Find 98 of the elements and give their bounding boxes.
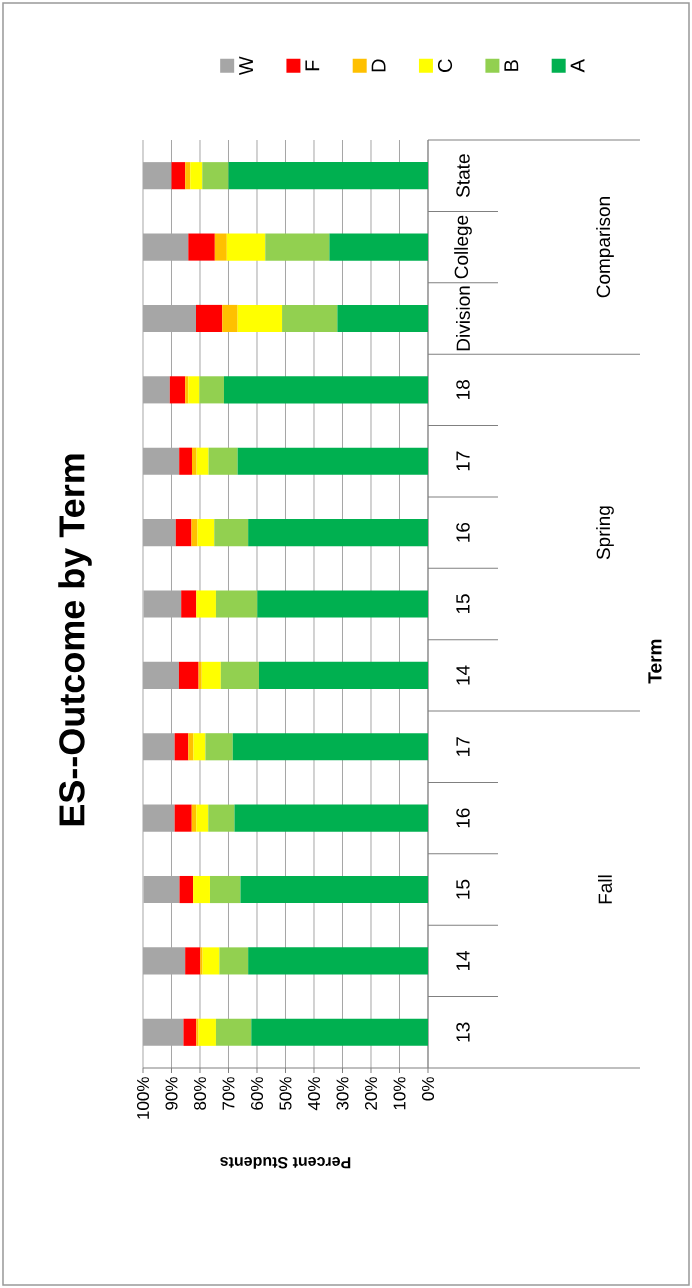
bar xyxy=(169,376,186,404)
bar xyxy=(219,947,249,975)
y-tick-label: 14 xyxy=(456,665,470,685)
bar xyxy=(192,447,197,475)
bar xyxy=(214,519,249,547)
bar xyxy=(201,661,221,689)
y-tick-label: 13 xyxy=(456,1022,470,1042)
x-tick-label: 10% xyxy=(393,1077,406,1110)
y-tick-label: Division xyxy=(456,286,470,351)
bar xyxy=(234,804,428,832)
bar xyxy=(248,947,428,975)
bar xyxy=(240,875,428,904)
x-tick-label: 50% xyxy=(279,1077,292,1110)
bar xyxy=(258,661,428,689)
x-tick-label: 70% xyxy=(222,1077,235,1110)
bar xyxy=(174,804,192,832)
bar xyxy=(174,733,189,761)
bar xyxy=(171,162,186,190)
bar xyxy=(214,233,227,261)
bar xyxy=(185,947,201,975)
bar xyxy=(237,304,283,333)
bar xyxy=(178,661,199,689)
x-tick-label: 40% xyxy=(307,1077,321,1111)
bar xyxy=(251,1018,428,1046)
y-tick-label: 17 xyxy=(456,737,470,756)
text: Term xyxy=(648,639,662,684)
text: Comparison xyxy=(596,197,614,298)
bar xyxy=(232,733,428,761)
bar xyxy=(337,304,428,333)
legend-label: W xyxy=(239,56,253,76)
bar xyxy=(198,1018,216,1046)
y-tick-label: 16 xyxy=(456,808,470,828)
bar xyxy=(196,1018,199,1046)
bar xyxy=(208,447,238,475)
bar xyxy=(183,1018,197,1046)
y-tick-label: 17 xyxy=(456,451,470,471)
bar xyxy=(196,447,209,475)
bar xyxy=(228,162,428,190)
bar xyxy=(248,519,428,547)
legend-label: D xyxy=(371,59,386,72)
bar xyxy=(188,233,215,261)
x-tick-label: 80% xyxy=(193,1077,207,1110)
bar xyxy=(222,304,238,333)
bar xyxy=(209,875,241,904)
x-tick-label: 20% xyxy=(364,1077,378,1110)
x-axis-title: Percent Students xyxy=(220,1157,351,1169)
bar xyxy=(190,162,203,190)
bar xyxy=(226,233,266,261)
bar xyxy=(193,875,210,904)
bar xyxy=(237,447,428,475)
bar xyxy=(265,233,330,261)
bar xyxy=(196,804,209,832)
y-tick-label: 15 xyxy=(456,594,470,614)
x-tick-label: 90% xyxy=(165,1077,178,1110)
bar xyxy=(202,947,220,975)
text: Fall xyxy=(598,875,612,904)
bar xyxy=(223,376,428,404)
bar xyxy=(329,233,428,261)
bar xyxy=(196,590,216,618)
bar xyxy=(220,661,259,689)
legend-label: F xyxy=(305,60,320,71)
bar xyxy=(179,447,193,475)
legend-label: C xyxy=(437,59,453,72)
y-tick-label: 18 xyxy=(456,380,470,399)
legend-label: B xyxy=(504,60,519,71)
bar xyxy=(205,733,233,761)
bar xyxy=(188,376,200,404)
y-tick-label: 14 xyxy=(456,950,470,971)
x-tick-label: 30% xyxy=(336,1077,349,1110)
bar xyxy=(181,590,197,618)
x-tick-label: 0% xyxy=(421,1077,435,1101)
bar xyxy=(185,376,189,404)
y-tick-label: 15 xyxy=(456,879,470,899)
bar xyxy=(198,661,202,689)
bar xyxy=(188,733,194,761)
bar xyxy=(208,804,235,832)
bar xyxy=(179,875,194,904)
bar xyxy=(175,519,192,547)
y-tick-label: State xyxy=(456,154,470,198)
bar xyxy=(185,162,191,190)
bar xyxy=(199,376,224,404)
bar xyxy=(200,947,203,975)
bar xyxy=(196,304,223,333)
bar xyxy=(215,1018,252,1046)
bar xyxy=(191,519,198,547)
text: Spring xyxy=(596,506,614,560)
legend-label: A xyxy=(570,59,585,73)
bar xyxy=(202,162,229,190)
bar xyxy=(193,733,206,761)
text: ES--Outcome by Term xyxy=(58,454,92,826)
y-tick-label: College xyxy=(454,215,472,279)
x-tick-label: 60% xyxy=(250,1077,264,1110)
bar xyxy=(197,519,215,547)
bar xyxy=(282,304,338,333)
x-tick-label: 100% xyxy=(136,1077,150,1119)
bar xyxy=(215,590,258,618)
bar xyxy=(257,590,428,618)
y-tick-label: 16 xyxy=(456,522,470,542)
